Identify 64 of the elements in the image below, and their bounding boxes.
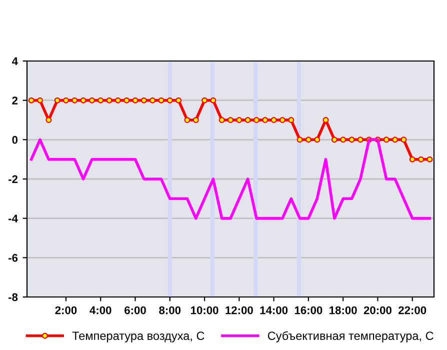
point — [305, 136, 312, 143]
point — [158, 97, 164, 104]
point — [279, 117, 286, 123]
point — [210, 97, 216, 104]
point — [383, 136, 390, 143]
legend-label: Субъективная температура, С — [268, 331, 434, 342]
point — [98, 97, 104, 104]
point — [124, 97, 130, 104]
point — [192, 117, 199, 123]
x-tick-label: 10:00 — [191, 306, 218, 314]
y-tick-label: 0 — [12, 136, 18, 144]
point — [88, 97, 95, 104]
point — [340, 136, 346, 143]
point — [140, 97, 147, 104]
point — [348, 136, 355, 143]
legend-label: Температура воздуха, С — [72, 332, 204, 342]
y-tick-label: -2 — [8, 175, 18, 184]
point — [62, 97, 69, 104]
point — [270, 117, 277, 123]
point — [176, 97, 182, 104]
point — [296, 136, 303, 143]
point — [262, 117, 268, 123]
point — [37, 97, 43, 104]
x-tick-label: 20:00 — [364, 306, 392, 314]
point — [253, 117, 260, 123]
x-tick-label: 18:00 — [330, 306, 357, 314]
point — [218, 117, 225, 123]
y-tick-label: 2 — [12, 96, 18, 104]
point — [392, 136, 398, 143]
point — [132, 97, 138, 104]
point — [150, 97, 156, 104]
x-tick-label: 12:00 — [226, 306, 253, 314]
point — [331, 136, 338, 143]
point — [418, 156, 424, 162]
x-tick-label: 6:00 — [124, 306, 146, 314]
point — [54, 97, 60, 104]
x-tick-label: 2:00 — [55, 306, 77, 314]
x-tick-label: 8:00 — [159, 306, 181, 314]
point — [409, 156, 416, 162]
point — [400, 136, 407, 143]
point — [184, 117, 190, 123]
point — [166, 97, 173, 104]
point — [314, 136, 320, 143]
x-tick-label: 14:00 — [260, 306, 288, 314]
x-tick-label: 16:00 — [294, 306, 322, 314]
point — [80, 97, 86, 104]
y-tick-label: -8 — [8, 293, 18, 302]
line-series — [30, 138, 432, 220]
point — [106, 97, 112, 104]
point — [72, 97, 78, 104]
x-tick-label: 4:00 — [90, 306, 112, 314]
point — [244, 117, 251, 123]
point — [288, 117, 294, 123]
y-tick-label: 4 — [12, 57, 18, 66]
y-tick-label: -6 — [8, 254, 18, 262]
x-tick-label: 22:00 — [398, 306, 426, 314]
y-tick-label: -4 — [8, 214, 18, 222]
point — [357, 136, 364, 143]
point — [202, 97, 208, 104]
point — [28, 97, 34, 104]
point — [114, 97, 121, 104]
point — [426, 156, 433, 162]
point — [236, 117, 242, 123]
point — [228, 117, 234, 123]
